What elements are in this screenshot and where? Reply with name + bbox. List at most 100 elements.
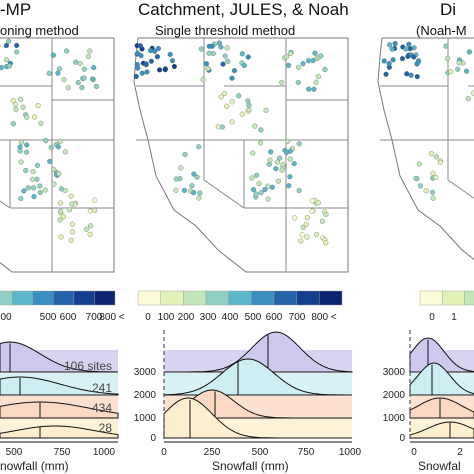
station-dot	[428, 151, 434, 157]
middle-colorbar-swatch	[319, 290, 343, 306]
station-dot	[29, 176, 36, 182]
station-dot	[205, 66, 211, 72]
middle-colorbar-swatch	[273, 290, 297, 306]
station-dot	[310, 57, 316, 64]
station-dot	[304, 215, 310, 221]
station-dot	[319, 218, 326, 224]
right-chart-y-tick: 1000	[383, 413, 406, 424]
station-dot	[69, 221, 76, 227]
right-chart-x-tick: 0	[411, 447, 417, 458]
station-dot	[411, 54, 417, 60]
station-dot	[413, 175, 419, 182]
station-dot	[66, 207, 73, 213]
station-dot	[258, 140, 264, 146]
station-dot	[24, 114, 30, 120]
station-dot	[250, 187, 257, 193]
station-dot	[69, 229, 75, 235]
station-dot	[12, 101, 19, 108]
station-dot	[309, 198, 315, 204]
middle-chart-x-tick: 500	[252, 447, 269, 458]
middle-chart-x-tick: 250	[204, 447, 221, 458]
station-dot	[415, 59, 421, 65]
station-dot	[3, 57, 10, 63]
station-dot	[152, 48, 158, 54]
middle-chart-x-label: Snowfall (mm)	[212, 459, 289, 473]
middle-colorbar-swatch	[160, 290, 184, 306]
right-colorbar-tick-label: 0	[429, 312, 435, 323]
station-dot	[292, 215, 298, 221]
station-dot	[200, 77, 206, 83]
station-dot	[262, 187, 268, 193]
station-dot	[77, 61, 83, 67]
station-dot	[300, 61, 306, 67]
right-colorbar-swatch	[419, 290, 443, 306]
site-count-label: 28	[99, 421, 113, 435]
station-dot	[314, 231, 320, 238]
middle-colorbar-tick-label: 0	[145, 312, 151, 323]
station-dot	[155, 45, 162, 52]
right-chart-y-tick: 0	[399, 433, 405, 444]
left-chart-ridge	[0, 401, 119, 419]
station-dot	[10, 98, 16, 104]
station-dot	[89, 76, 96, 82]
station-dot	[23, 167, 29, 174]
station-dot	[83, 226, 90, 232]
station-dot	[222, 53, 228, 59]
middle-colorbar-swatch	[228, 290, 252, 306]
station-dot	[309, 208, 315, 214]
middle-chart-ridge	[163, 389, 352, 419]
station-dot	[135, 65, 141, 71]
station-dot	[266, 161, 272, 167]
station-dot	[56, 171, 62, 177]
site-count-label: 434	[92, 401, 112, 415]
middle-chart-y-tick: 0	[150, 433, 156, 444]
station-dot	[433, 174, 439, 181]
station-dot	[47, 158, 53, 165]
station-dot	[254, 172, 260, 178]
station-dot	[296, 141, 302, 147]
map-middle	[133, 37, 349, 273]
station-dot	[37, 189, 43, 196]
station-dot	[430, 195, 436, 201]
middle-chart-x-tick: 0	[161, 447, 167, 458]
station-dot	[18, 159, 24, 165]
station-dot	[178, 165, 184, 171]
map-right	[377, 37, 474, 261]
station-dot	[30, 168, 36, 175]
station-dot	[51, 181, 57, 187]
left-colorbar-swatch	[73, 290, 95, 306]
station-dot	[196, 195, 202, 201]
station-dot	[14, 49, 20, 55]
left-colorbar-tick-label: 600	[60, 312, 77, 323]
station-dot	[295, 64, 302, 70]
middle-colorbar-swatch	[296, 290, 320, 306]
station-dot	[273, 166, 279, 172]
middle-chart-y-tick: 1000	[134, 413, 157, 424]
station-dot	[206, 50, 212, 56]
station-dot	[215, 124, 221, 130]
station-dot	[18, 195, 24, 202]
station-dot	[220, 61, 226, 67]
station-dot	[68, 237, 74, 243]
left-chart-ridge	[0, 341, 119, 373]
station-dot	[383, 71, 389, 77]
station-dot	[21, 188, 27, 194]
station-dot	[148, 58, 154, 64]
right-panel-subtitle: (Noah-M	[416, 23, 467, 38]
middle-panel-title: Catchment, JULES, & Noah	[138, 0, 349, 19]
station-dot	[239, 111, 245, 117]
middle-colorbar-tick-label: 200	[178, 312, 195, 323]
station-dot	[58, 208, 64, 214]
right-chart-y-tick: 3000	[383, 367, 406, 378]
left-colorbar-tick-label: 500	[40, 312, 57, 323]
station-dot	[241, 62, 247, 69]
station-dot	[437, 159, 443, 165]
station-dot	[291, 161, 297, 167]
station-dot	[416, 161, 422, 167]
station-dot	[157, 67, 163, 73]
station-dot	[62, 187, 68, 194]
station-dot	[268, 149, 274, 155]
station-dot	[284, 149, 290, 156]
station-dot	[88, 223, 94, 229]
